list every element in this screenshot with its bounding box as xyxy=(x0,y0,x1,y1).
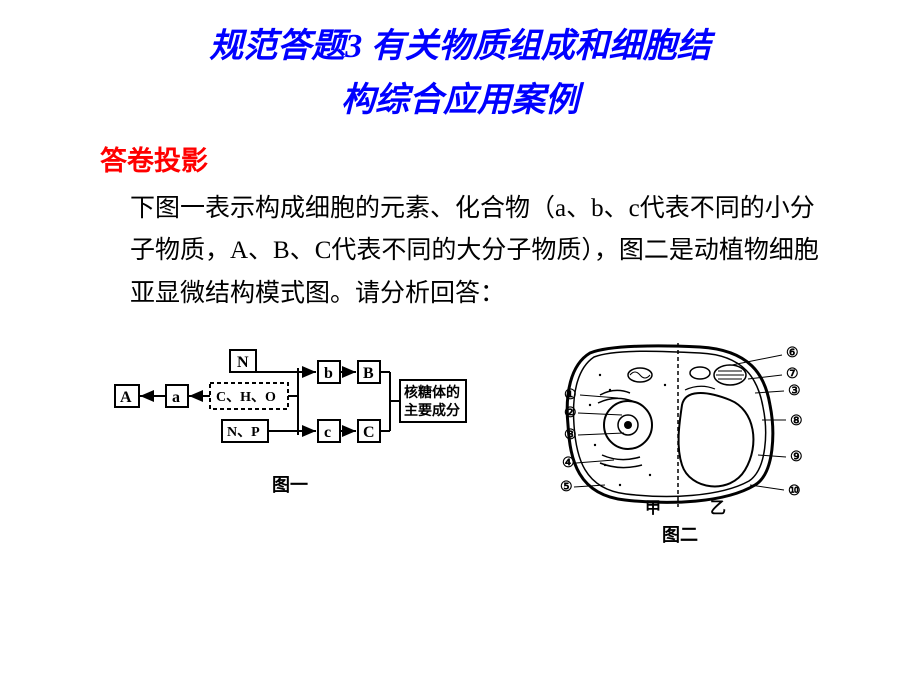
figure-1: A a N C、H、O N、P xyxy=(110,335,470,497)
node-C: C xyxy=(363,424,375,441)
section-subtitle: 答卷投影 xyxy=(100,139,920,178)
callout-5: ⑤ xyxy=(560,480,573,495)
callout-3l: ③ xyxy=(564,428,577,443)
node-ribo-line2: 主要成分 xyxy=(404,402,460,419)
figure-2: ① ② ③ ④ ⑤ ⑥ ⑦ ③ ⑧ ⑨ ⑩ 甲 乙 图二 xyxy=(550,335,810,547)
page-title-line2: 构综合应用案例 xyxy=(0,74,920,128)
node-N: N xyxy=(237,354,249,371)
figure-1-diagram: A a N C、H、O N、P xyxy=(110,335,470,465)
figure-2-diagram: ① ② ③ ④ ⑤ ⑥ ⑦ ③ ⑧ ⑨ ⑩ 甲 乙 xyxy=(550,335,810,515)
page-title-line1: 规范答题3 有关物质组成和细胞结 xyxy=(0,20,920,74)
callout-9: ⑨ xyxy=(790,450,803,465)
callout-4: ④ xyxy=(562,456,575,471)
figure-2-caption: 图二 xyxy=(662,521,698,547)
figure-1-caption: 图一 xyxy=(272,471,308,497)
node-b: b xyxy=(324,365,333,382)
node-CHO: C、H、O xyxy=(216,390,276,405)
node-c: c xyxy=(324,424,331,441)
callout-2: ② xyxy=(564,406,577,421)
node-a: a xyxy=(172,389,180,406)
node-B: B xyxy=(363,365,374,382)
callout-3r: ③ xyxy=(788,384,801,399)
node-ribo-line1: 核糖体的 xyxy=(404,384,460,401)
callout-1: ① xyxy=(564,388,577,403)
callout-6: ⑥ xyxy=(786,346,799,361)
node-NP: N、P xyxy=(227,425,260,440)
fig2-right-label: 乙 xyxy=(710,500,726,515)
body-paragraph: 下图一表示构成细胞的元素、化合物（a、b、c代表不同的小分子物质，A、B、C代表… xyxy=(130,188,820,316)
callout-7: ⑦ xyxy=(786,367,799,382)
fig2-left-label: 甲 xyxy=(645,499,661,515)
callout-10: ⑩ xyxy=(788,484,801,499)
callout-8: ⑧ xyxy=(790,414,803,429)
node-A: A xyxy=(120,389,132,406)
